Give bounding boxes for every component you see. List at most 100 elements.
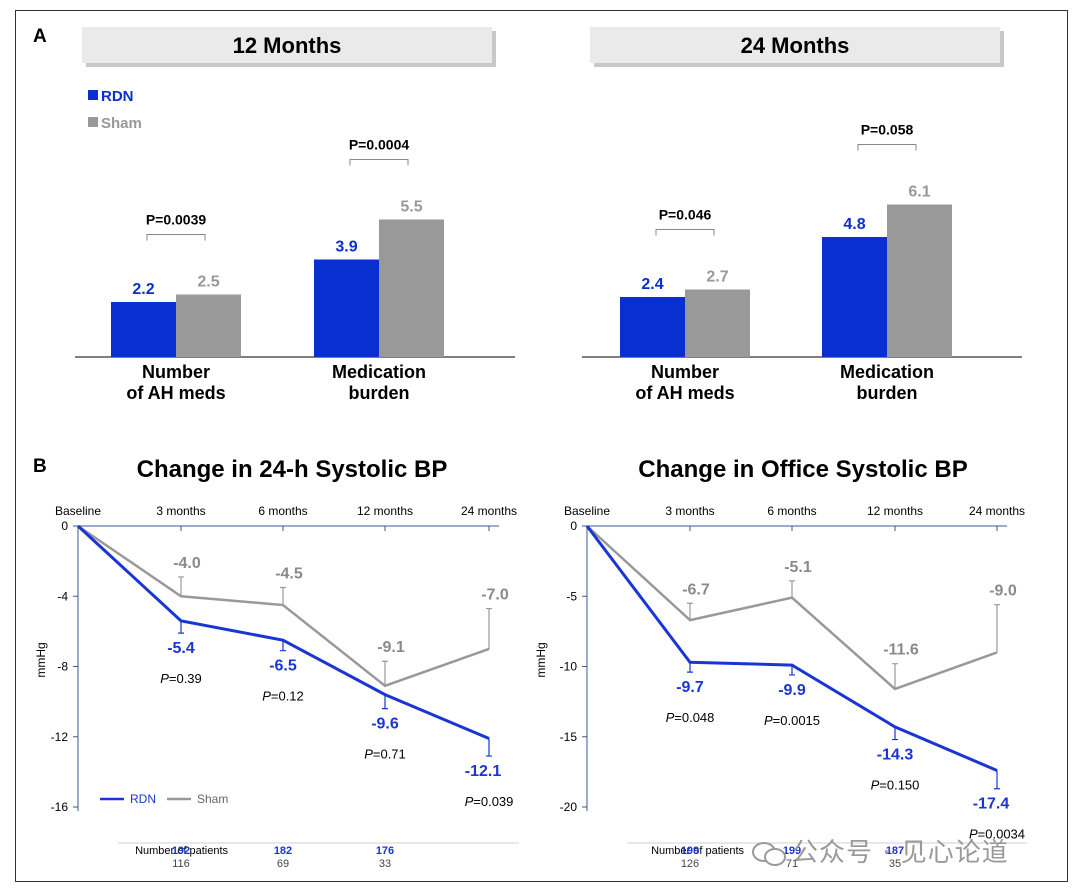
- p-bracket: [349, 159, 409, 166]
- bar-label-sham: 2.5: [197, 274, 219, 291]
- bar-label-rdn: 2.4: [641, 276, 663, 293]
- bar-rdn: [822, 237, 887, 357]
- panel-a-label: A: [33, 26, 47, 47]
- legend-swatch-rdn: [88, 90, 98, 100]
- data-label-sham: -9.1: [377, 639, 405, 656]
- y-tick-label: 0: [61, 519, 68, 533]
- p-value-label: P=0.0015: [764, 713, 820, 728]
- error-bar-rdn: [892, 726, 898, 741]
- patients-rdn: 199: [783, 845, 801, 857]
- data-label-sham: -4.5: [275, 565, 303, 582]
- error-bar-rdn: [486, 738, 492, 757]
- data-label-rdn: -14.3: [877, 747, 914, 764]
- error-bar-sham: [892, 663, 898, 689]
- error-bar-sham: [687, 602, 693, 621]
- data-label-rdn: -12.1: [465, 763, 502, 780]
- x-tick-label: 6 months: [258, 504, 307, 518]
- p-value-label: P=0.0034: [969, 827, 1025, 842]
- patients-rdn: 199: [681, 845, 699, 857]
- p-value: P=0.0039: [146, 212, 207, 228]
- chart-title-box: [590, 27, 1000, 63]
- bar-sham: [685, 289, 750, 357]
- watermark: 公众号 · 见心论道: [752, 832, 1009, 869]
- error-bar-sham: [486, 607, 492, 649]
- category-label: of AH meds: [126, 383, 225, 403]
- x-tick-label: Baseline: [55, 504, 101, 518]
- chart-title: Change in 24-h Systolic BP: [137, 456, 448, 483]
- p-value-label: P=0.71: [364, 747, 406, 762]
- data-label-rdn: -9.7: [676, 679, 704, 696]
- bar-label-rdn: 3.9: [335, 239, 357, 256]
- watermark-text: 公众号 · 见心论道: [792, 838, 1009, 868]
- data-label-rdn: -6.5: [269, 658, 297, 675]
- bar-rdn: [314, 259, 379, 357]
- p-value: P=0.058: [861, 122, 914, 138]
- p-bracket: [146, 234, 206, 241]
- p-value-label: P=0.048: [666, 710, 715, 725]
- y-tick-label: -12: [51, 730, 69, 744]
- p-value: P=0.046: [659, 207, 712, 223]
- legend-label-sham: Sham: [101, 115, 142, 132]
- error-bar-rdn: [280, 640, 286, 652]
- patients-rdn: 192: [172, 845, 190, 857]
- p-value-label: P=0.039: [465, 794, 514, 809]
- p-value: P=0.0004: [349, 137, 410, 153]
- p-bracket: [857, 144, 917, 151]
- bar-label-sham: 5.5: [400, 199, 422, 216]
- p-value-label: P=0.150: [871, 778, 920, 793]
- x-tick-label: 6 months: [767, 504, 816, 518]
- data-label-sham: -6.7: [682, 581, 710, 598]
- patients-label: Number of patients: [135, 845, 228, 857]
- p-value-label: P=0.12: [262, 689, 304, 704]
- category-label: burden: [857, 383, 918, 403]
- data-label-sham: -11.6: [883, 642, 919, 659]
- x-tick-label: 3 months: [665, 504, 714, 518]
- patients-sham: 126: [681, 858, 699, 870]
- legend-label-rdn: RDN: [130, 792, 156, 806]
- x-tick-label: 3 months: [156, 504, 205, 518]
- series-line-sham: [586, 525, 998, 691]
- legend-label-sham: Sham: [197, 792, 228, 806]
- x-tick-label: Baseline: [564, 504, 610, 518]
- x-tick-label: 12 months: [357, 504, 413, 518]
- bar-rdn: [620, 297, 685, 357]
- p-bracket: [655, 229, 715, 236]
- category-label: Number: [651, 362, 719, 382]
- y-tick-label: -4: [57, 589, 68, 603]
- data-label-sham: -9.0: [989, 583, 1017, 600]
- y-tick-label: -16: [51, 800, 69, 814]
- chart-title-box: [82, 27, 492, 63]
- category-label: burden: [349, 383, 410, 403]
- p-value-label: P=0.39: [160, 671, 202, 686]
- category-label: of AH meds: [635, 383, 734, 403]
- x-tick-label: 24 months: [969, 504, 1025, 518]
- patients-sham: 33: [379, 858, 391, 870]
- error-bar-sham: [178, 576, 184, 597]
- x-tick-label: 12 months: [867, 504, 923, 518]
- error-bar-sham: [994, 604, 1000, 653]
- bar-label-rdn: 4.8: [843, 216, 865, 233]
- category-label: Medication: [332, 362, 426, 382]
- data-label-sham: -5.1: [784, 559, 812, 576]
- y-axis-label: mmHg: [34, 642, 48, 677]
- data-label-sham: -4.0: [173, 555, 201, 572]
- legend-label-rdn: RDN: [101, 88, 134, 105]
- bar-label-sham: 6.1: [908, 184, 930, 201]
- bar-label-rdn: 2.2: [132, 281, 154, 298]
- error-bar-rdn: [994, 770, 1000, 790]
- bar-sham: [379, 219, 444, 357]
- patients-rdn: 182: [274, 845, 292, 857]
- bar-sham: [887, 204, 952, 357]
- data-label-sham: -7.0: [481, 587, 509, 604]
- error-bar-rdn: [687, 662, 693, 673]
- patients-sham: 71: [786, 858, 798, 870]
- bar-sham: [176, 294, 241, 357]
- patients-sham: 116: [172, 858, 190, 870]
- data-label-rdn: -5.4: [167, 640, 195, 657]
- patients-sham: 35: [889, 858, 901, 870]
- series-line-rdn: [76, 524, 490, 740]
- series-line-rdn: [585, 525, 998, 772]
- series-line-sham: [77, 524, 490, 688]
- error-bar-sham: [789, 580, 795, 598]
